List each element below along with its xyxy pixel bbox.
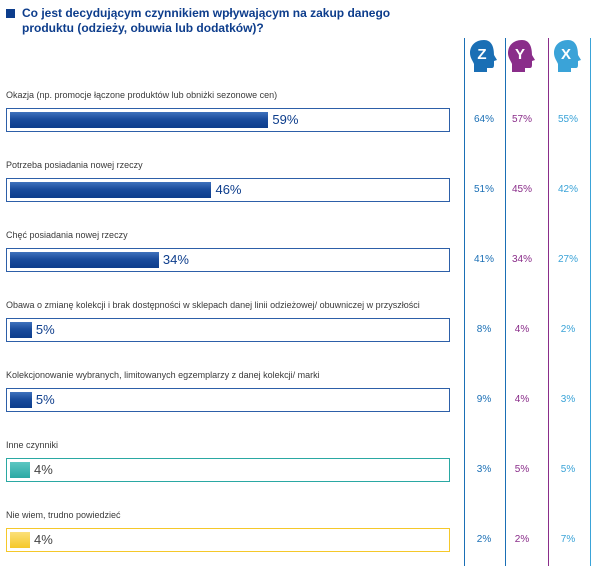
generation-x-head-icon: X — [551, 38, 585, 74]
bar-value-label: 4% — [34, 532, 53, 547]
bar-frame: 34% — [6, 248, 450, 272]
bar-value-label: 5% — [35, 322, 55, 337]
generation-x-value: 2% — [560, 324, 576, 335]
generation-y-value: 4% — [514, 324, 530, 335]
generation-x-value: 55% — [557, 114, 578, 125]
generation-z-value: 9% — [476, 394, 492, 405]
chart-title-text: Co jest decydującym czynnikiem wpływając… — [22, 6, 391, 35]
column-divider — [590, 38, 591, 566]
generation-y-head-icon: Y — [505, 38, 539, 74]
head-profile-icon: Z — [470, 40, 497, 72]
bar-frame: 46% — [6, 178, 450, 202]
bar-frame: 5% — [6, 388, 450, 412]
generation-y-value: 2% — [514, 534, 530, 545]
bar — [10, 252, 159, 268]
generation-z-head-icon: Z — [467, 38, 501, 74]
bar-frame: 59% — [6, 108, 450, 132]
generation-z-value: 64% — [473, 114, 494, 125]
bar-value-label: 46% — [215, 182, 242, 197]
category-label: Okazja (np. promocje łączone produktów l… — [6, 90, 278, 100]
bar — [10, 112, 269, 128]
bar-value-label: 5% — [35, 392, 55, 407]
generation-y-value: 5% — [514, 464, 530, 475]
generation-z-value: 41% — [473, 254, 494, 265]
bar-frame: 4% — [6, 458, 450, 482]
bar-value-label: 4% — [34, 462, 53, 477]
bar — [10, 532, 30, 548]
title-bullet-square — [6, 9, 15, 18]
bar-frame: 5% — [6, 318, 450, 342]
category-label: Kolekcjonowanie wybranych, limitowanych … — [6, 370, 320, 380]
generation-z-value: 2% — [476, 534, 492, 545]
bar — [10, 322, 32, 338]
column-divider — [548, 38, 549, 566]
bar — [10, 392, 32, 408]
generation-letter: Y — [515, 46, 525, 63]
category-label: Chęć posiadania nowej rzeczy — [6, 230, 128, 240]
bar-frame: 4% — [6, 528, 450, 552]
bar-value-label: 59% — [272, 112, 299, 127]
category-label: Potrzeba posiadania nowej rzeczy — [6, 160, 143, 170]
generation-x-value: 3% — [560, 394, 576, 405]
generation-x-value: 5% — [560, 464, 576, 475]
generation-z-value: 3% — [476, 464, 492, 475]
generation-y-value: 4% — [514, 394, 530, 405]
bar — [10, 182, 212, 198]
column-divider — [505, 38, 506, 566]
head-profile-icon: Y — [508, 40, 535, 72]
column-divider — [464, 38, 465, 566]
head-profile-icon: X — [554, 40, 581, 72]
generation-z-value: 8% — [476, 324, 492, 335]
generation-letter: X — [561, 46, 571, 63]
category-label: Obawa o zmianę kolekcji i brak dostępnoś… — [6, 300, 420, 310]
bar — [10, 462, 30, 478]
generation-y-value: 45% — [511, 184, 532, 195]
generation-x-value: 7% — [560, 534, 576, 545]
generation-y-value: 34% — [511, 254, 532, 265]
generation-z-value: 51% — [473, 184, 494, 195]
generation-x-value: 42% — [557, 184, 578, 195]
bar-value-label: 34% — [162, 252, 189, 267]
generation-letter: Z — [477, 46, 486, 63]
generation-y-value: 57% — [511, 114, 532, 125]
category-label: Nie wiem, trudno powiedzieć — [6, 510, 121, 520]
generation-x-value: 27% — [557, 254, 578, 265]
category-label: Inne czynniki — [6, 440, 59, 450]
